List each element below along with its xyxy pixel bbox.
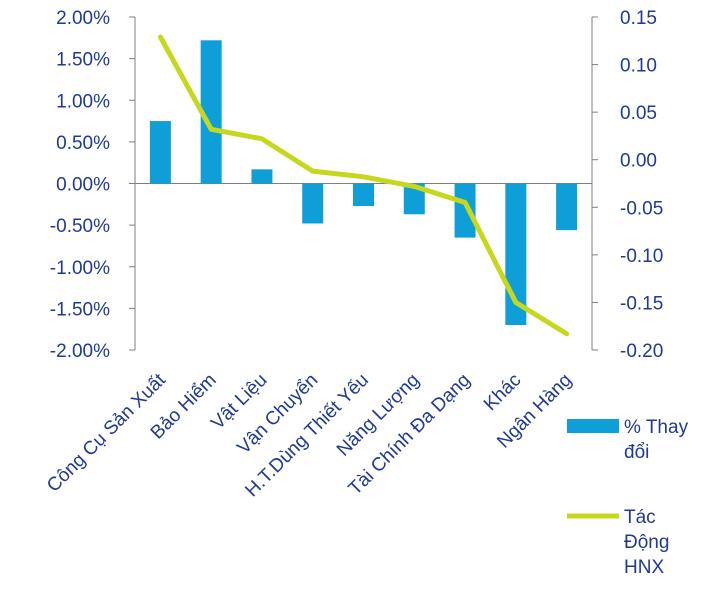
right-tick-label: -0.10 [620, 246, 663, 267]
right-axis-ticks: 0.15 0.10 0.05 0.00 -0.05 -0.10 -0.15 -0.20 [620, 8, 663, 362]
left-tick-label: -0.50% [50, 216, 110, 237]
legend-line-label: Tác [624, 507, 656, 528]
line-point [413, 185, 415, 187]
line-point [312, 170, 314, 172]
left-tick-label: -1.50% [50, 299, 110, 320]
right-tick-label: 0.00 [620, 151, 657, 172]
left-tick-label: 0.50% [56, 133, 110, 154]
line-series [157, 34, 570, 337]
line-point [261, 138, 263, 140]
left-tick-label: 1.50% [56, 50, 110, 71]
line-point [159, 36, 161, 38]
line-point [464, 202, 466, 204]
bar [556, 183, 578, 231]
bar [353, 183, 374, 206]
right-tick-label: -0.05 [620, 198, 663, 219]
left-tick-label: -2.00% [50, 341, 110, 362]
line-point [515, 301, 517, 303]
bar [251, 169, 273, 184]
right-tick-label: 0.10 [620, 56, 657, 77]
right-tick-label: 0.05 [620, 103, 657, 124]
right-tick-label: -0.20 [620, 341, 663, 362]
line-point [566, 333, 568, 335]
line-point [210, 128, 212, 130]
left-tick-label: 2.00% [56, 8, 110, 29]
bar [403, 183, 425, 215]
left-tick-label: 0.00% [56, 175, 110, 196]
bar-series [149, 40, 578, 326]
legend-line-label: HNX [624, 557, 664, 578]
legend: % Thay đổi Tác Động HNX [567, 417, 689, 578]
bar [200, 40, 222, 184]
legend-bar-label: đổi [624, 442, 649, 463]
right-tick-label: -0.15 [620, 293, 663, 314]
line-point [363, 176, 364, 178]
bar [302, 183, 324, 224]
right-tick-label: 0.15 [620, 8, 657, 29]
legend-line-label: Động [624, 532, 669, 553]
bar [454, 183, 476, 238]
bar [149, 121, 171, 184]
legend-bar-label: % Thay [624, 417, 689, 438]
category-label: Khác [480, 370, 525, 415]
legend-bar-swatch [567, 419, 619, 433]
left-tick-label: -1.00% [50, 258, 110, 279]
left-axis-ticks: 2.00% 1.50% 1.00% 0.50% 0.00% -0.50% -1.00% -1.… [50, 8, 110, 362]
left-tick-label: 1.00% [56, 91, 110, 112]
